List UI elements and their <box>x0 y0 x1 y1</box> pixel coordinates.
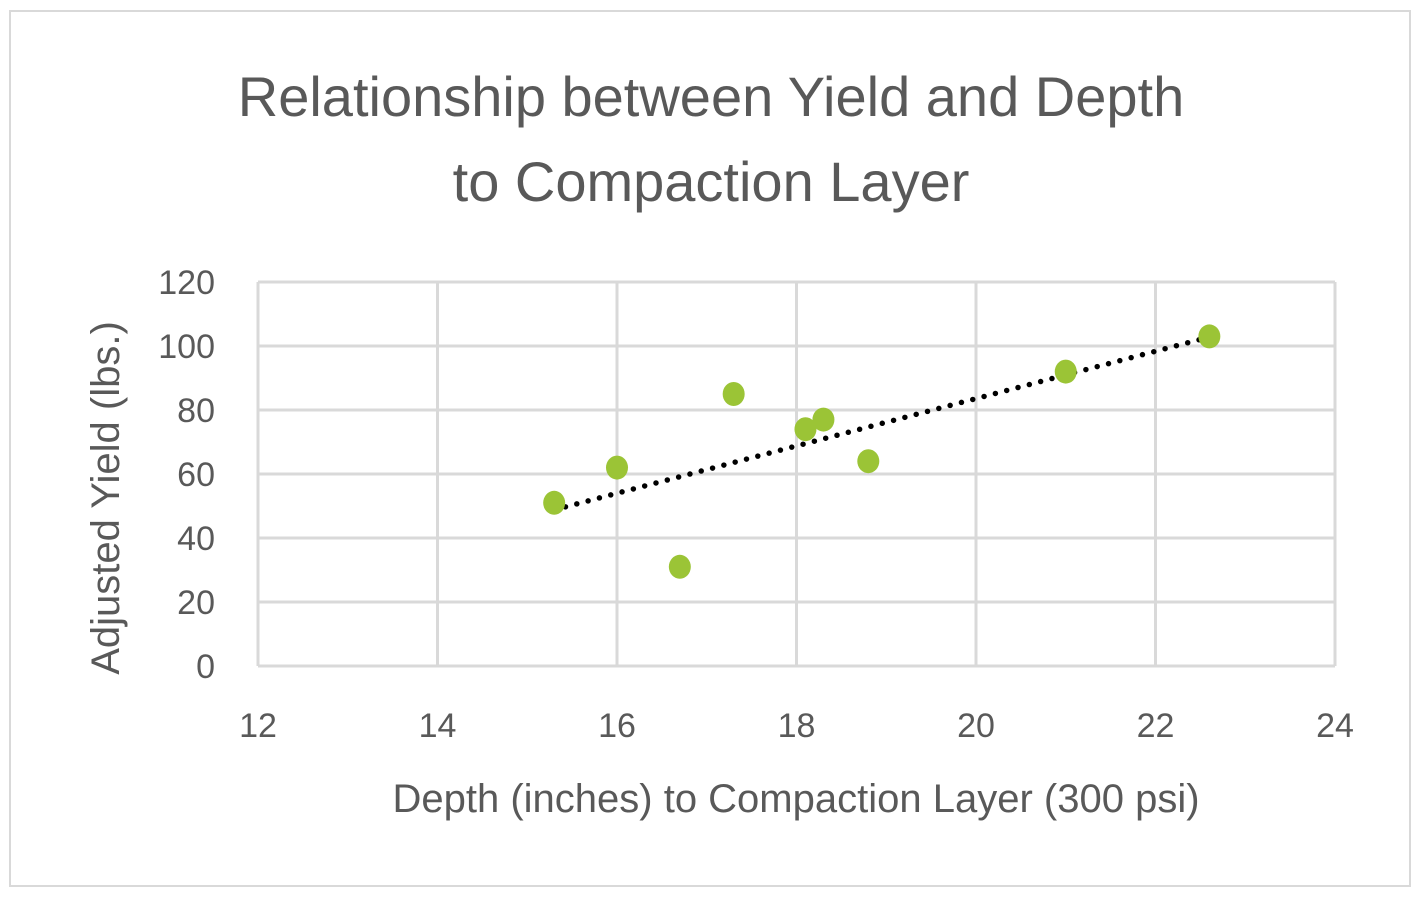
chart-frame <box>9 10 1411 887</box>
x-tick-label: 20 <box>957 707 995 745</box>
data-point <box>812 407 835 432</box>
x-tick-label: 18 <box>778 707 816 745</box>
x-tick-label: 24 <box>1316 707 1354 745</box>
data-point <box>543 490 566 515</box>
y-tick-label: 0 <box>196 648 215 686</box>
y-tick-label: 80 <box>177 392 215 430</box>
data-point <box>1054 359 1077 384</box>
y-tick-label: 120 <box>158 264 215 302</box>
data-point <box>606 455 628 480</box>
y-tick-label: 20 <box>177 584 215 622</box>
data-point <box>1198 324 1221 349</box>
x-tick-label: 16 <box>598 707 636 745</box>
y-tick-label: 60 <box>177 456 215 494</box>
y-axis-label: Adjusted Yield (lbs.) <box>84 321 128 675</box>
x-tick-label: 12 <box>239 707 277 745</box>
data-point <box>668 554 691 579</box>
trendline <box>551 334 1213 513</box>
data-point <box>857 449 880 474</box>
x-axis-label: Depth (inches) to Compaction Layer (300 … <box>392 777 1199 821</box>
x-tick-label: 22 <box>1137 707 1175 745</box>
y-tick-label: 40 <box>177 520 215 558</box>
data-point <box>794 417 817 442</box>
data-point <box>722 382 745 406</box>
chart-title-line-2: to Compaction Layer <box>453 150 970 213</box>
x-tick-label: 14 <box>419 707 457 745</box>
y-tick-label: 100 <box>158 328 215 366</box>
chart-title-line-1: Relationship between Yield and Depth <box>238 65 1184 128</box>
